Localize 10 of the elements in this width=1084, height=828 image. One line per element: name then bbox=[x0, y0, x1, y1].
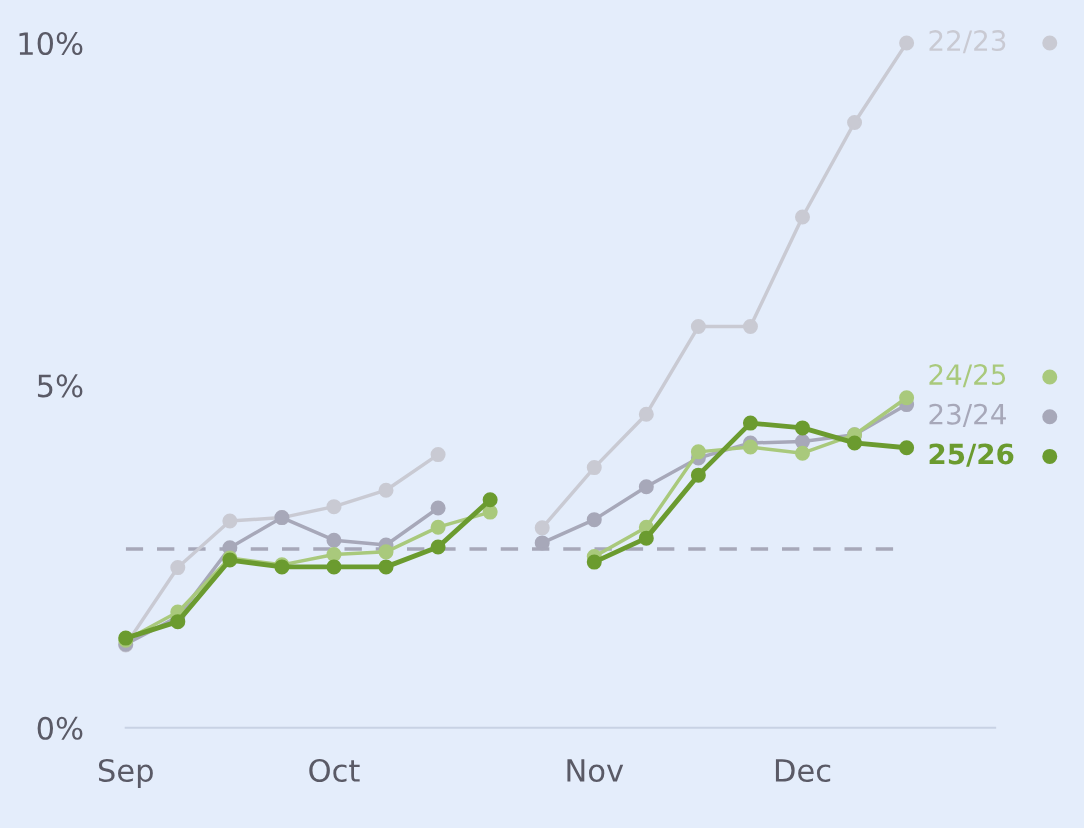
legend-label: 23/24 bbox=[929, 403, 1006, 427]
y-tick-label: 0% bbox=[37, 716, 83, 740]
y-tick-label: 5% bbox=[37, 374, 83, 398]
legend-label: 24/25 bbox=[929, 364, 1006, 388]
y-tick-label: 10% bbox=[19, 31, 83, 56]
x-tick-label: Dec bbox=[775, 759, 831, 783]
x-tick-label: Oct bbox=[309, 758, 360, 783]
x-tick-label: Nov bbox=[567, 759, 624, 783]
x-tick-label: Sep bbox=[98, 758, 153, 788]
legend-label: 25/26 bbox=[929, 443, 1014, 467]
